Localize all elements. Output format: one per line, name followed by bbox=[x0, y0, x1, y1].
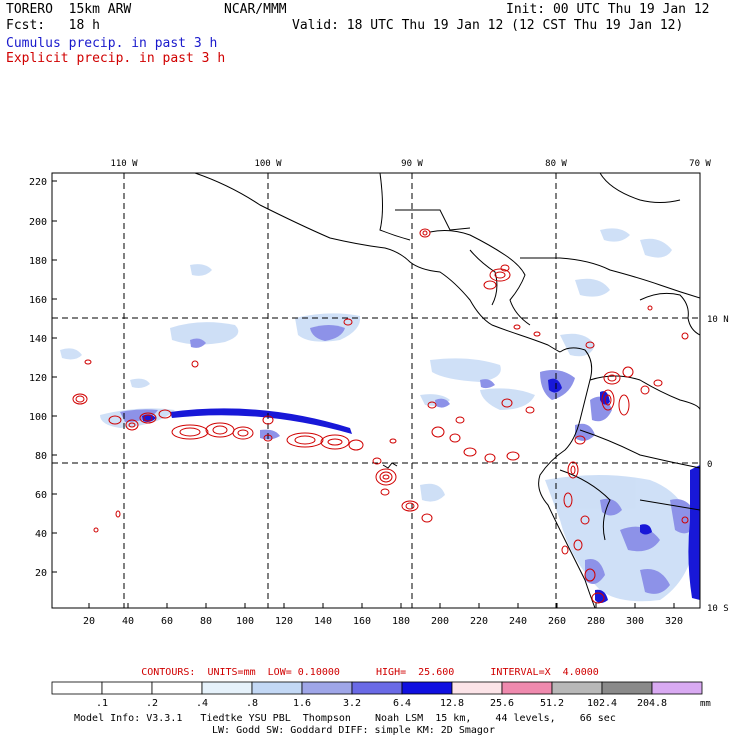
x-tick-label: 140 bbox=[314, 616, 332, 627]
x-tick-label: 320 bbox=[665, 616, 683, 627]
lon-label-90w: 90 W bbox=[401, 159, 423, 169]
legend-label: .8 bbox=[246, 698, 258, 709]
legend-swatch bbox=[151, 681, 203, 695]
x-tick-label: 240 bbox=[509, 616, 527, 627]
legend-swatch bbox=[501, 681, 553, 695]
y-tick-label: 220 bbox=[29, 177, 47, 188]
x-tick-label: 200 bbox=[431, 616, 449, 627]
legend-label: 12.8 bbox=[440, 698, 464, 709]
lat-label-0: 0 bbox=[707, 460, 712, 470]
lat-label-10s: 10 S bbox=[707, 604, 729, 614]
legend-label: 204.8 bbox=[637, 698, 667, 709]
y-tick-label: 200 bbox=[29, 217, 47, 228]
x-tick-label: 180 bbox=[392, 616, 410, 627]
legend-swatch bbox=[301, 681, 353, 695]
legend-label: 1.6 bbox=[293, 698, 311, 709]
x-tick-label: 220 bbox=[470, 616, 488, 627]
x-tick-label: 60 bbox=[161, 616, 173, 627]
legend-swatch bbox=[651, 681, 703, 695]
legend-swatch bbox=[201, 681, 253, 695]
graticule bbox=[52, 173, 700, 608]
y-tick-label: 120 bbox=[29, 373, 47, 384]
lat-label-10n: 10 N bbox=[707, 315, 729, 325]
x-tick-label: 280 bbox=[587, 616, 605, 627]
x-tick-label: 260 bbox=[548, 616, 566, 627]
legend-swatch bbox=[251, 681, 303, 695]
y-tick-label: 60 bbox=[35, 490, 47, 501]
contours-info: CONTOURS: UNITS=mm LOW= 0.10000 HIGH= 25… bbox=[141, 667, 599, 678]
lon-label-80w: 80 W bbox=[545, 159, 567, 169]
model-title: TORERO 15km ARW bbox=[6, 2, 132, 17]
y-tick-label: 140 bbox=[29, 334, 47, 345]
field-explicit-label: Explicit precip. in past 3 h bbox=[6, 51, 226, 66]
y-tick-label: 180 bbox=[29, 256, 47, 267]
legend-label: 25.6 bbox=[490, 698, 514, 709]
legend-label: 6.4 bbox=[393, 698, 411, 709]
axis-ticks bbox=[52, 180, 675, 608]
explicit-contours bbox=[72, 228, 689, 604]
legend-colorbar bbox=[51, 681, 703, 695]
y-tick-label: 80 bbox=[35, 451, 47, 462]
physics-info: LW: Godd SW: Goddard DIFF: simple KM: 2D… bbox=[212, 725, 495, 736]
legend-swatch bbox=[401, 681, 453, 695]
legend-label: .2 bbox=[146, 698, 158, 709]
legend-swatch bbox=[601, 681, 653, 695]
forecast-hour: Fcst: 18 h bbox=[6, 18, 100, 33]
x-tick-label: 160 bbox=[353, 616, 371, 627]
lon-label-70w: 70 W bbox=[689, 159, 711, 169]
center-name: NCAR/MMM bbox=[224, 2, 287, 17]
x-tick-label: 100 bbox=[236, 616, 254, 627]
legend-swatch bbox=[551, 681, 603, 695]
y-tick-label: 40 bbox=[35, 529, 47, 540]
lon-label-110w: 110 W bbox=[110, 159, 138, 169]
legend-label: .1 bbox=[96, 698, 108, 709]
legend-label: .4 bbox=[196, 698, 208, 709]
field-cumulus-label: Cumulus precip. in past 3 h bbox=[6, 36, 218, 51]
init-time: Init: 00 UTC Thu 19 Jan 12 bbox=[506, 2, 710, 17]
legend-unit: mm bbox=[700, 699, 711, 709]
legend-swatch bbox=[51, 681, 103, 695]
y-tick-label: 20 bbox=[35, 568, 47, 579]
legend-swatch bbox=[101, 681, 153, 695]
legend-label: 51.2 bbox=[540, 698, 564, 709]
x-tick-label: 300 bbox=[626, 616, 644, 627]
model-info: Model Info: V3.3.1 Tiedtke YSU PBL Thomp… bbox=[74, 713, 616, 724]
valid-time: Valid: 18 UTC Thu 19 Jan 12 (12 CST Thu … bbox=[292, 18, 684, 33]
y-tick-label: 100 bbox=[29, 412, 47, 423]
legend-label: 102.4 bbox=[587, 698, 617, 709]
lon-label-100w: 100 W bbox=[254, 159, 282, 169]
legend-swatch bbox=[351, 681, 403, 695]
x-tick-label: 80 bbox=[200, 616, 212, 627]
legend-label: 3.2 bbox=[343, 698, 361, 709]
x-tick-label: 40 bbox=[122, 616, 134, 627]
x-tick-label: 20 bbox=[83, 616, 95, 627]
legend-swatch bbox=[451, 681, 503, 695]
y-tick-label: 160 bbox=[29, 295, 47, 306]
x-tick-label: 120 bbox=[275, 616, 293, 627]
coastlines bbox=[194, 173, 700, 608]
